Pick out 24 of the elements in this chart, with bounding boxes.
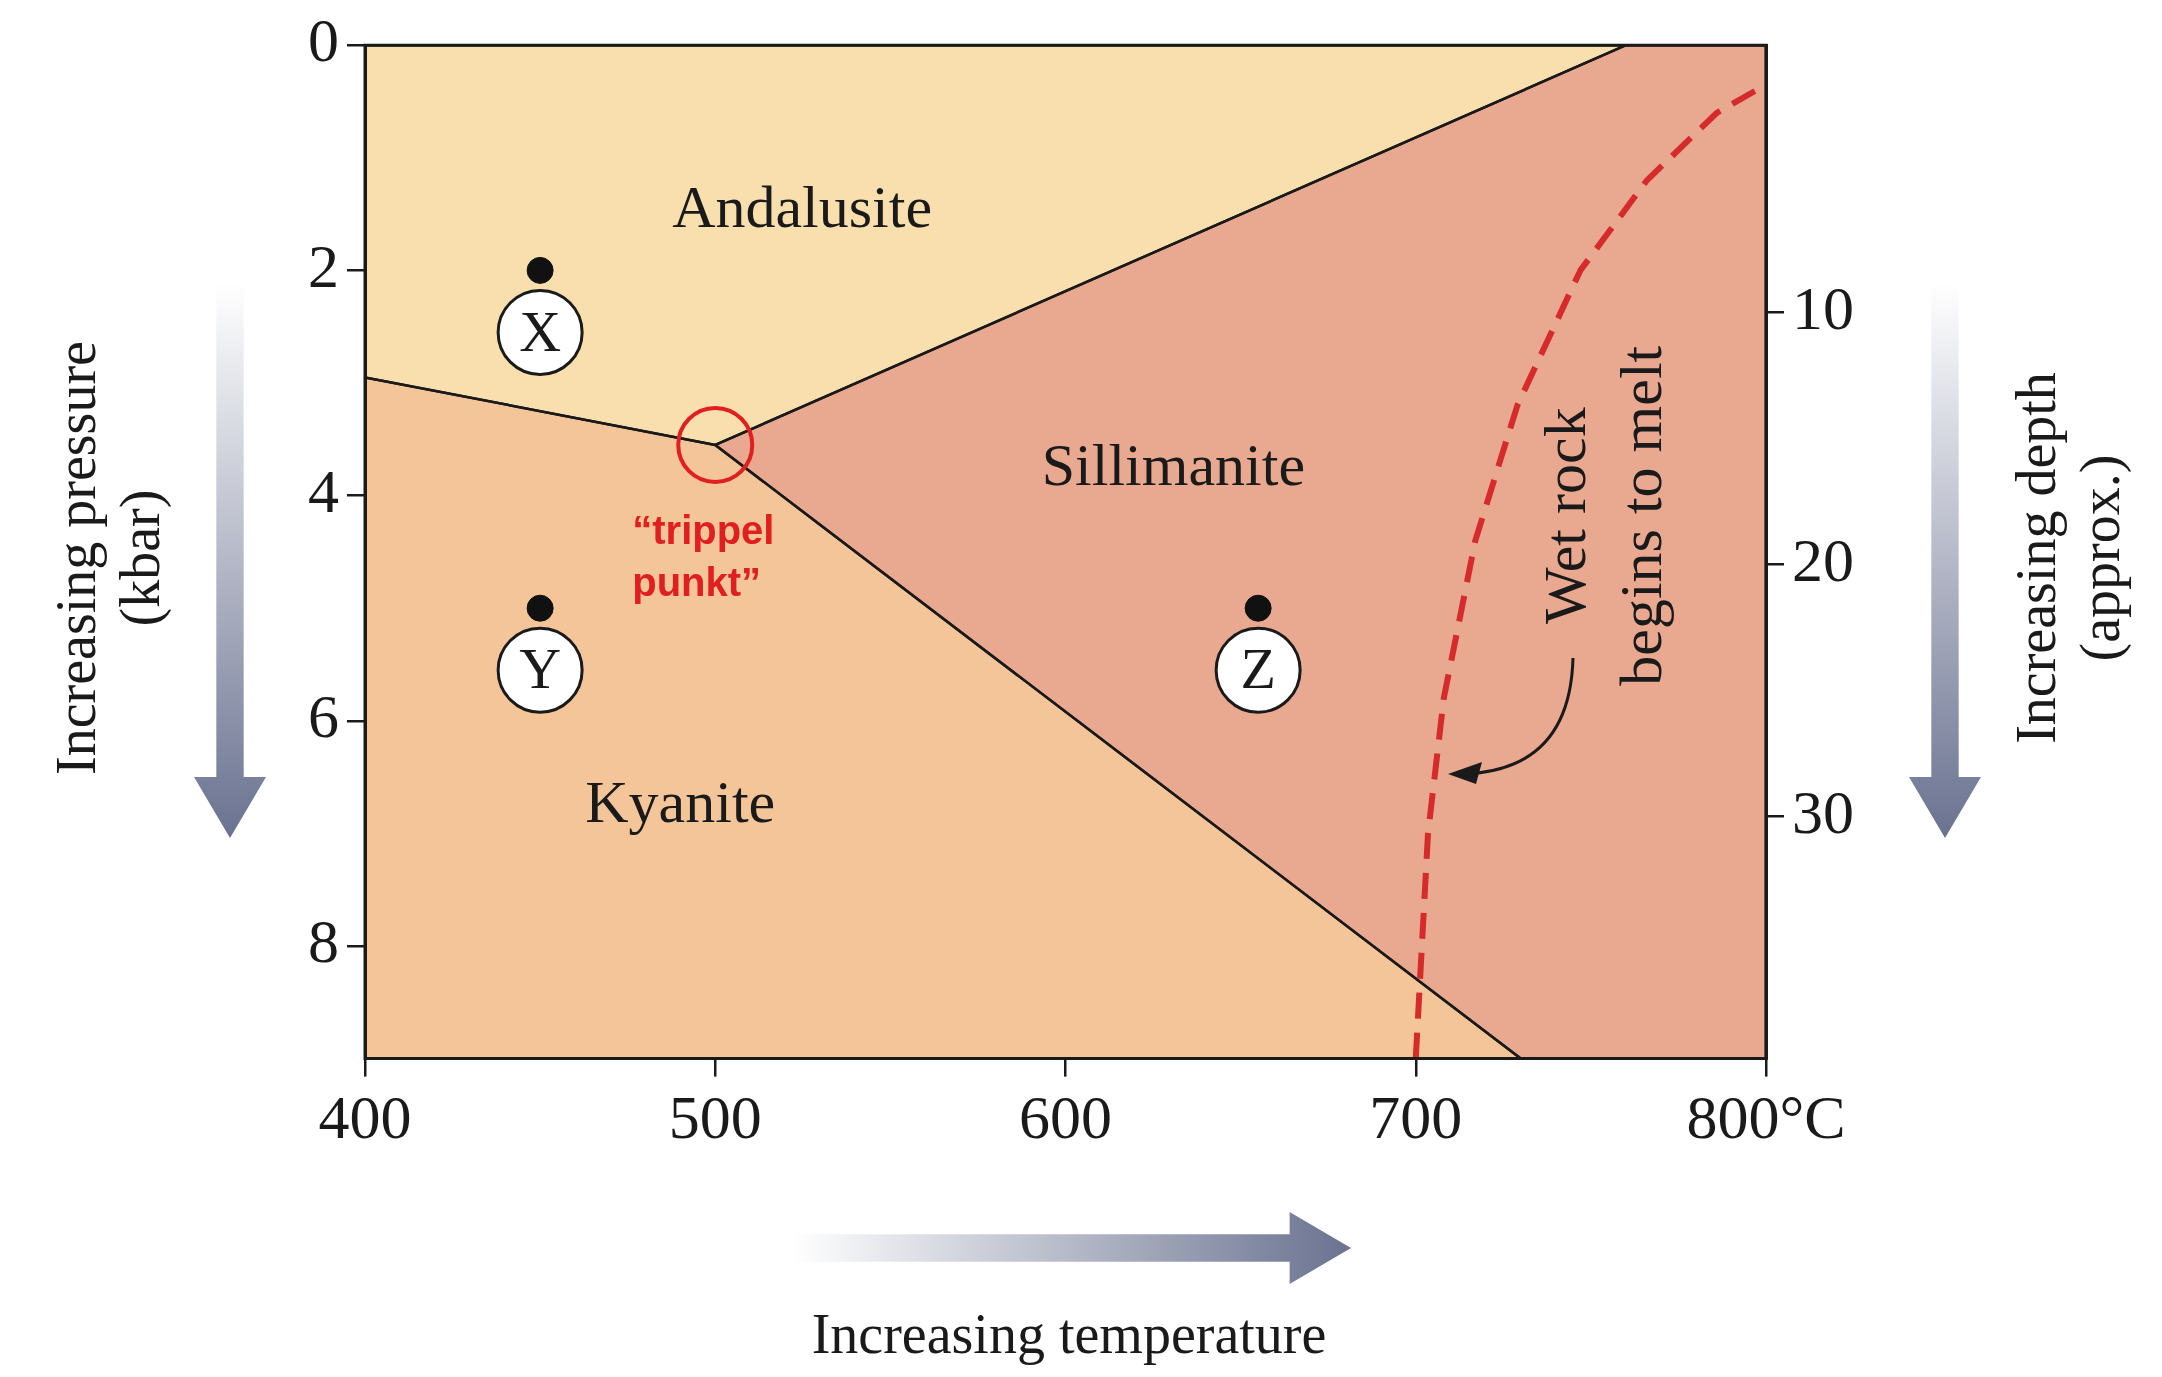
y2-tick-label: 20: [1792, 525, 1854, 594]
annotation: Andalusite: [672, 174, 933, 241]
x-tick-label: 500: [668, 1083, 762, 1152]
x-axis-title: Increasing temperature: [811, 1302, 1327, 1365]
annotation: Sillimanite: [1041, 431, 1306, 498]
x-tick-label: 700: [1369, 1083, 1463, 1152]
series-label: Z: [1240, 636, 1276, 702]
y2-tick-label: 30: [1792, 777, 1854, 846]
y2-axis-title: Increasing depth (approx.): [2004, 372, 2132, 744]
y-tick-label: 8: [308, 907, 339, 976]
x-tick-label: 400: [318, 1083, 412, 1152]
y-axis-title: Increasing pressure (kbar): [44, 341, 172, 775]
y-tick-label: 2: [308, 231, 339, 300]
series-label: X: [519, 298, 562, 364]
series-label: Y: [519, 636, 562, 702]
x-tick-label: 800°C: [1686, 1083, 1846, 1152]
y2-tick-label: 10: [1792, 273, 1854, 342]
annotation: Kyanite: [585, 769, 776, 836]
y-tick-label: 4: [308, 456, 339, 525]
annotation: “trippel punkt”: [632, 507, 775, 604]
y-tick-label: 6: [308, 682, 339, 751]
annotation: Wet rock begins to melt: [1531, 345, 1674, 686]
x-tick-label: 600: [1019, 1083, 1112, 1152]
y-tick-label: 0: [308, 6, 339, 75]
